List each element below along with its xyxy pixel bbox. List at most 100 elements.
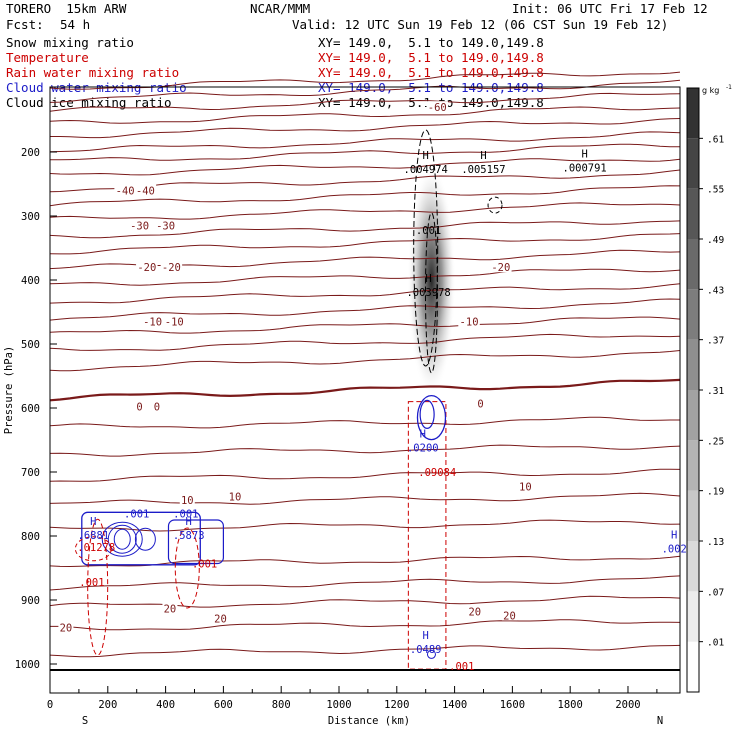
colorbar-segment <box>687 188 699 239</box>
rain-contour <box>174 527 200 609</box>
field-xy-temperature: XY= 149.0, 5.1 to 149.0,149.8 <box>318 50 544 65</box>
isotherm-line <box>49 158 681 176</box>
isotherm-line <box>49 268 681 286</box>
isotherm-line <box>49 575 681 591</box>
isotherm-label-bg <box>141 315 164 327</box>
rain-contour <box>74 536 112 562</box>
x-tick-label: 400 <box>156 699 175 711</box>
fcst-value: 54 h <box>60 17 91 32</box>
extremum-value: .004974 <box>404 164 448 176</box>
isotherm-label: -60 <box>428 102 447 114</box>
isotherm-label: 10 <box>181 495 194 507</box>
extremum-value: .003978 <box>406 287 450 299</box>
field-name-rain: Rain water mixing ratio <box>6 65 180 80</box>
colorbar-segment <box>687 390 699 441</box>
isotherm-line <box>49 444 681 457</box>
cloud-water-contour <box>134 527 156 551</box>
field-xy-rain: XY= 149.0, 5.1 to 149.0,149.8 <box>318 65 544 80</box>
isotherm-line <box>49 416 680 429</box>
isotherm-label: 0 <box>136 402 142 414</box>
contour-label: .09084 <box>418 467 456 479</box>
cloud-ice-contour <box>487 196 503 214</box>
contour-label: .001 <box>124 509 149 521</box>
isotherm-label: -30 <box>156 221 175 233</box>
field-xy-snow: XY= 149.0, 5.1 to 149.0,149.8 <box>318 35 544 50</box>
isotherm-line <box>49 298 681 321</box>
cloud-water-contour <box>419 399 435 429</box>
colorbar-tick-label: .19 <box>707 487 724 498</box>
isotherm-label-bg <box>128 219 151 231</box>
valid-time: Valid: 12 UTC Sun 19 Feb 12 (06 CST Sun … <box>292 17 669 32</box>
cloud-water-contour <box>107 524 137 554</box>
extremum-value: .6881 <box>78 530 110 542</box>
isotherm-label: 20 <box>503 610 516 622</box>
isotherm-label: 0 <box>477 399 483 411</box>
isotherm-label-bg <box>136 261 158 273</box>
isotherm-line <box>49 468 681 482</box>
south-endpoint: S <box>82 715 88 727</box>
field-name-temperature: Temperature <box>6 50 89 65</box>
isotherm-label-bg <box>458 315 480 327</box>
isotherm-label: -10 <box>143 317 162 329</box>
isotherm-line <box>49 283 681 304</box>
extremum-marker: H <box>423 150 429 162</box>
colorbar-tick-label: .07 <box>707 587 724 598</box>
y-tick-label: 400 <box>21 275 40 287</box>
extremum-value: .002 <box>662 544 687 556</box>
isotherm-label: -20 <box>491 262 510 274</box>
contour-label: .001 <box>79 577 104 589</box>
isotherm-label-bg <box>154 219 177 231</box>
extremum-value: .0200 <box>407 442 439 454</box>
y-tick-label: 800 <box>21 531 40 543</box>
extremum-marker: H <box>90 516 96 528</box>
x-tick-label: 1400 <box>442 699 467 711</box>
isotherm-line <box>50 619 681 631</box>
isotherm-label: 10 <box>519 482 532 494</box>
isotherm-label: -40 <box>136 185 155 197</box>
isotherm-line <box>50 118 681 139</box>
plot-frame <box>49 86 681 694</box>
isotherm-line <box>49 220 681 239</box>
extremum-marker: H <box>480 150 486 162</box>
colorbar-segment <box>687 440 699 491</box>
x-axis-label: Distance (km) <box>328 715 410 727</box>
colorbar-segment <box>687 490 699 541</box>
extremum-value: .000791 <box>563 163 607 175</box>
isotherm-line <box>49 519 681 532</box>
colorbar-segment <box>687 289 699 340</box>
isotherm-line <box>49 202 681 220</box>
cloud-water-contour <box>167 519 224 565</box>
isotherm-label-bg <box>227 490 243 502</box>
colorbar-tick-label: .55 <box>707 185 724 196</box>
cloud-water-contour <box>416 394 447 441</box>
fcst-label: Fcst: <box>6 17 44 32</box>
cloud-ice-contour <box>413 129 439 367</box>
isotherm-line <box>49 644 681 658</box>
extremum-marker: H <box>671 530 677 542</box>
extremum-marker: H <box>186 516 192 528</box>
rain-contour <box>87 518 109 656</box>
contour-label: .001 <box>449 661 474 673</box>
colorbar-segment <box>687 591 699 642</box>
cloud-water-contour <box>81 511 201 566</box>
isotherm-label: 0 <box>154 402 160 414</box>
y-tick-label: 300 <box>21 211 40 223</box>
isotherm-label-bg <box>517 480 533 492</box>
extremum-marker: H <box>425 273 431 285</box>
isotherm-line <box>49 79 681 103</box>
isotherm-label-bg <box>476 397 485 409</box>
x-tick-label: 1600 <box>500 699 525 711</box>
x-tick-label: 200 <box>98 699 117 711</box>
x-tick-label: 1000 <box>326 699 351 711</box>
isotherm-label: -10 <box>460 317 479 329</box>
isotherm-label-bg <box>213 612 229 624</box>
isotherm-line <box>49 316 681 334</box>
colorbar-tick-label: .25 <box>707 436 724 447</box>
cloud-ice-contour <box>424 212 438 374</box>
contour-label: .001 <box>416 225 441 237</box>
isotherm-label: 20 <box>214 614 227 626</box>
colorbar-tick-label: .61 <box>707 134 724 145</box>
isotherm-label-bg <box>467 605 483 617</box>
contour-label: .001 <box>173 509 198 521</box>
